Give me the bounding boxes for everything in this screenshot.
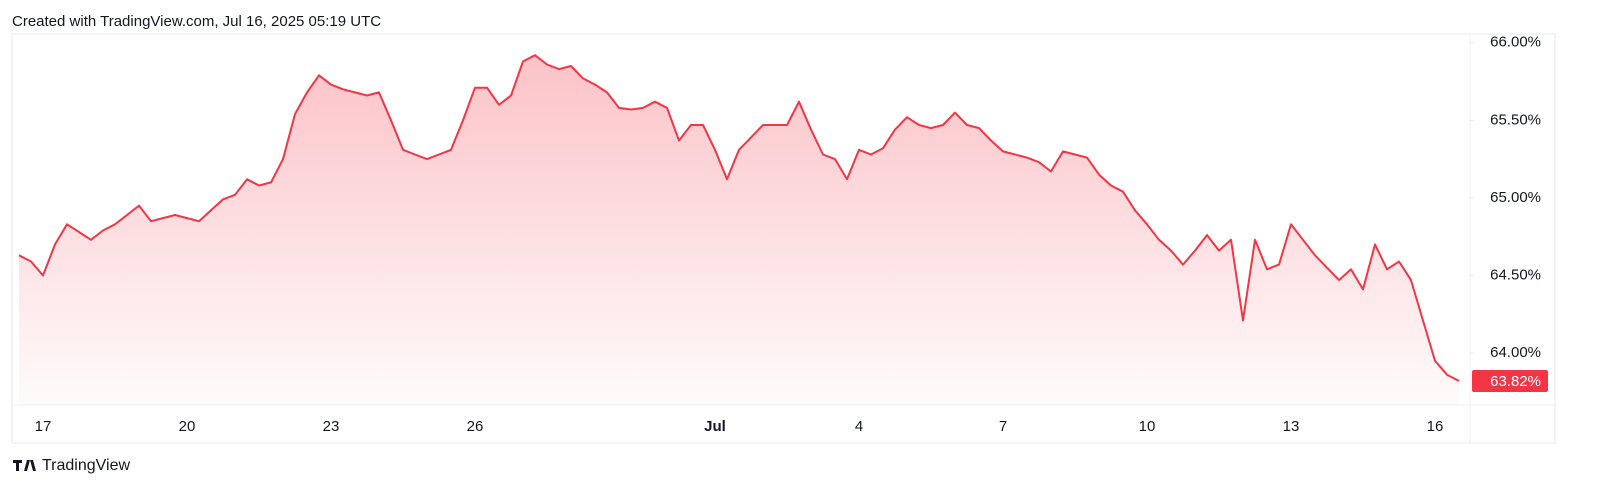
brand-logo: [13, 460, 36, 471]
y-tick-label: 65.00%: [1490, 189, 1541, 206]
x-tick-label: 23: [323, 418, 340, 435]
price-line: [18, 54, 1460, 382]
x-tick-label: 7: [999, 418, 1007, 435]
brand-name: TradingView: [42, 457, 130, 474]
x-tick-label: 26: [467, 418, 484, 435]
x-tick-label: 16: [1427, 418, 1444, 435]
current-value-box: [1472, 369, 1548, 392]
x-tick-label: 13: [1283, 418, 1300, 435]
current-value-label: 63.82%: [1490, 373, 1541, 390]
y-tick-label: 66.00%: [1490, 34, 1541, 51]
chart-frame: [11, 33, 1556, 444]
x-tick-label: Jul: [704, 418, 726, 435]
chart-title: Created with TradingView.com, Jul 16, 20…: [12, 13, 381, 30]
x-tick-label: 10: [1139, 418, 1156, 435]
x-tick-label: 17: [35, 418, 52, 435]
x-tick-label: 20: [179, 418, 196, 435]
area-fill: [19, 55, 1459, 405]
x-tick-label: 4: [855, 418, 863, 435]
y-tick-label: 64.00%: [1490, 344, 1541, 361]
y-tick-label: 64.50%: [1490, 266, 1541, 283]
y-tick-label: 65.50%: [1490, 111, 1541, 128]
